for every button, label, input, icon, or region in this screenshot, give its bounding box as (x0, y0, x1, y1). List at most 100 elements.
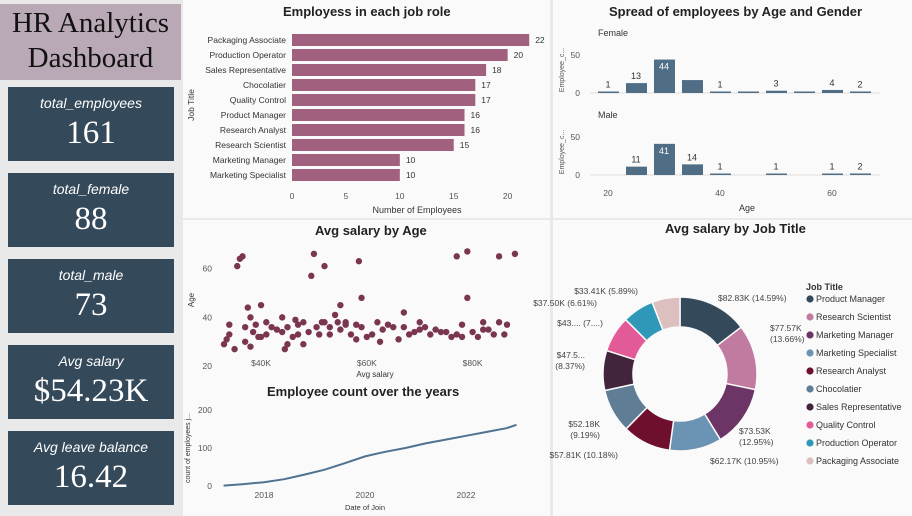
donut-data-label: (9.19%) (570, 430, 600, 440)
donut-legend-label: Marketing Specialist (816, 348, 897, 358)
job-role-x-tick: 20 (503, 191, 513, 201)
job-role-category-label: Research Scientist (215, 140, 287, 150)
scatter-point (257, 333, 265, 341)
scatter-point (321, 319, 328, 326)
job-role-bar (292, 124, 465, 136)
scatter-point (368, 331, 376, 338)
line-x-tick: 2020 (356, 490, 375, 500)
scatter-point (358, 294, 365, 302)
job-role-data-label: 20 (514, 50, 524, 60)
scatter-point (220, 341, 228, 348)
line-x-tick: 2022 (457, 490, 476, 500)
kpi-card-avg-leave-balance[interactable]: Avg leave balance 16.42 (8, 431, 174, 505)
kpi-card-total-employees[interactable]: total_employees 161 (8, 87, 174, 161)
donut-legend-marker (806, 439, 814, 447)
gender-x-axis-label: Age (739, 203, 755, 213)
scatter-point (427, 331, 434, 338)
job-role-chart-title: Employess in each job role (283, 4, 451, 19)
scatter-y-axis-label: Age (187, 292, 196, 307)
dashboard-title-line2: Dashboard (27, 42, 154, 74)
scatter-point (469, 328, 476, 336)
scatter-point (321, 262, 328, 270)
gender-age-bar (738, 91, 759, 93)
job-role-data-label: 15 (460, 140, 470, 150)
scatter-point (458, 321, 466, 328)
job-role-bar (292, 64, 487, 76)
job-role-x-tick: 10 (395, 191, 405, 201)
scatter-point (281, 345, 289, 353)
gender-age-bar (654, 143, 675, 175)
scatter-point (432, 326, 439, 333)
job-role-bar (292, 169, 400, 181)
line-y-tick: 200 (198, 405, 212, 415)
donut-legend-label: Research Scientist (816, 312, 892, 322)
gender-age-bar (626, 166, 647, 175)
kpi-value: 73 (74, 287, 108, 323)
age-gender-panel[interactable] (553, 0, 912, 218)
scatter-point (437, 328, 445, 336)
line-x-axis-label: Date of Join (345, 503, 385, 512)
donut-legend-label: Marketing Manager (816, 330, 894, 340)
gender-y-tick: 50 (571, 132, 581, 142)
gender-age-bar (766, 90, 787, 93)
scatter-point (485, 326, 492, 333)
gender-x-tick: 20 (603, 188, 613, 198)
scatter-point (294, 321, 302, 328)
job-role-data-label: 10 (406, 155, 416, 165)
gender-data-label: 2 (857, 161, 862, 171)
gender-age-bar (850, 91, 871, 93)
scatter-y-tick: 60 (203, 264, 213, 274)
line-series (223, 423, 517, 487)
kpi-label: total_employees (40, 95, 142, 111)
kpi-card-total-male[interactable]: total_male 73 (8, 259, 174, 333)
scatter-point (411, 328, 418, 336)
scatter-point (358, 323, 365, 331)
salary-scatter-line-panel[interactable] (183, 220, 550, 516)
donut-data-label: $47.5... (557, 350, 585, 360)
scatter-point (458, 333, 466, 341)
gender-age-bar (654, 59, 675, 93)
scatter-point (284, 341, 291, 348)
kpi-card-avg-salary[interactable]: Avg salary $54.23K (8, 345, 174, 419)
scatter-point (300, 341, 307, 348)
donut-data-label: $37.50K (6.61%) (533, 298, 597, 308)
gender-data-label: 41 (659, 146, 669, 156)
donut-legend-title: Job Title (806, 282, 843, 292)
gender-data-label: 11 (631, 155, 640, 165)
job-role-data-label: 22 (535, 35, 545, 45)
job-role-category-label: Chocolatier (243, 80, 286, 90)
donut-legend-label: Chocolatier (816, 384, 862, 394)
donut-chart-title: Avg salary by Job Title (665, 221, 806, 236)
scatter-point (337, 301, 344, 309)
donut-legend-marker (806, 295, 814, 303)
gender-age-bar (822, 89, 843, 93)
gender-y-axis-label: Employee_c... (559, 130, 566, 174)
scatter-point (342, 319, 349, 326)
donut-legend-marker (806, 457, 814, 465)
scatter-point (289, 333, 296, 341)
donut-data-label: $73.53K (739, 426, 771, 436)
job-role-data-label: 16 (471, 110, 481, 120)
gender-panel-label: Male (598, 110, 618, 120)
scatter-point (448, 333, 455, 341)
job-role-category-label: Sales Representative (205, 65, 286, 75)
scatter-y-tick: 20 (203, 361, 213, 371)
job-role-category-label: Research Analyst (220, 125, 287, 135)
job-role-category-label: Packaging Associate (208, 35, 287, 45)
scatter-point (326, 331, 333, 338)
job-role-data-label: 10 (406, 170, 416, 180)
scatter-point (244, 304, 252, 311)
scatter-point (273, 326, 281, 333)
job-role-bar (292, 49, 508, 61)
scatter-point (292, 316, 299, 324)
scatter-point (355, 258, 363, 265)
scatter-y-tick: 40 (203, 312, 213, 322)
kpi-card-total-female[interactable]: total_female 88 (8, 173, 174, 247)
scatter-point (305, 328, 312, 336)
donut-legend-marker (806, 313, 814, 321)
scatter-point (252, 321, 259, 328)
scatter-point (308, 272, 315, 280)
scatter-point (363, 333, 371, 341)
scatter-point (331, 311, 339, 319)
job-role-data-label: 17 (481, 80, 491, 90)
